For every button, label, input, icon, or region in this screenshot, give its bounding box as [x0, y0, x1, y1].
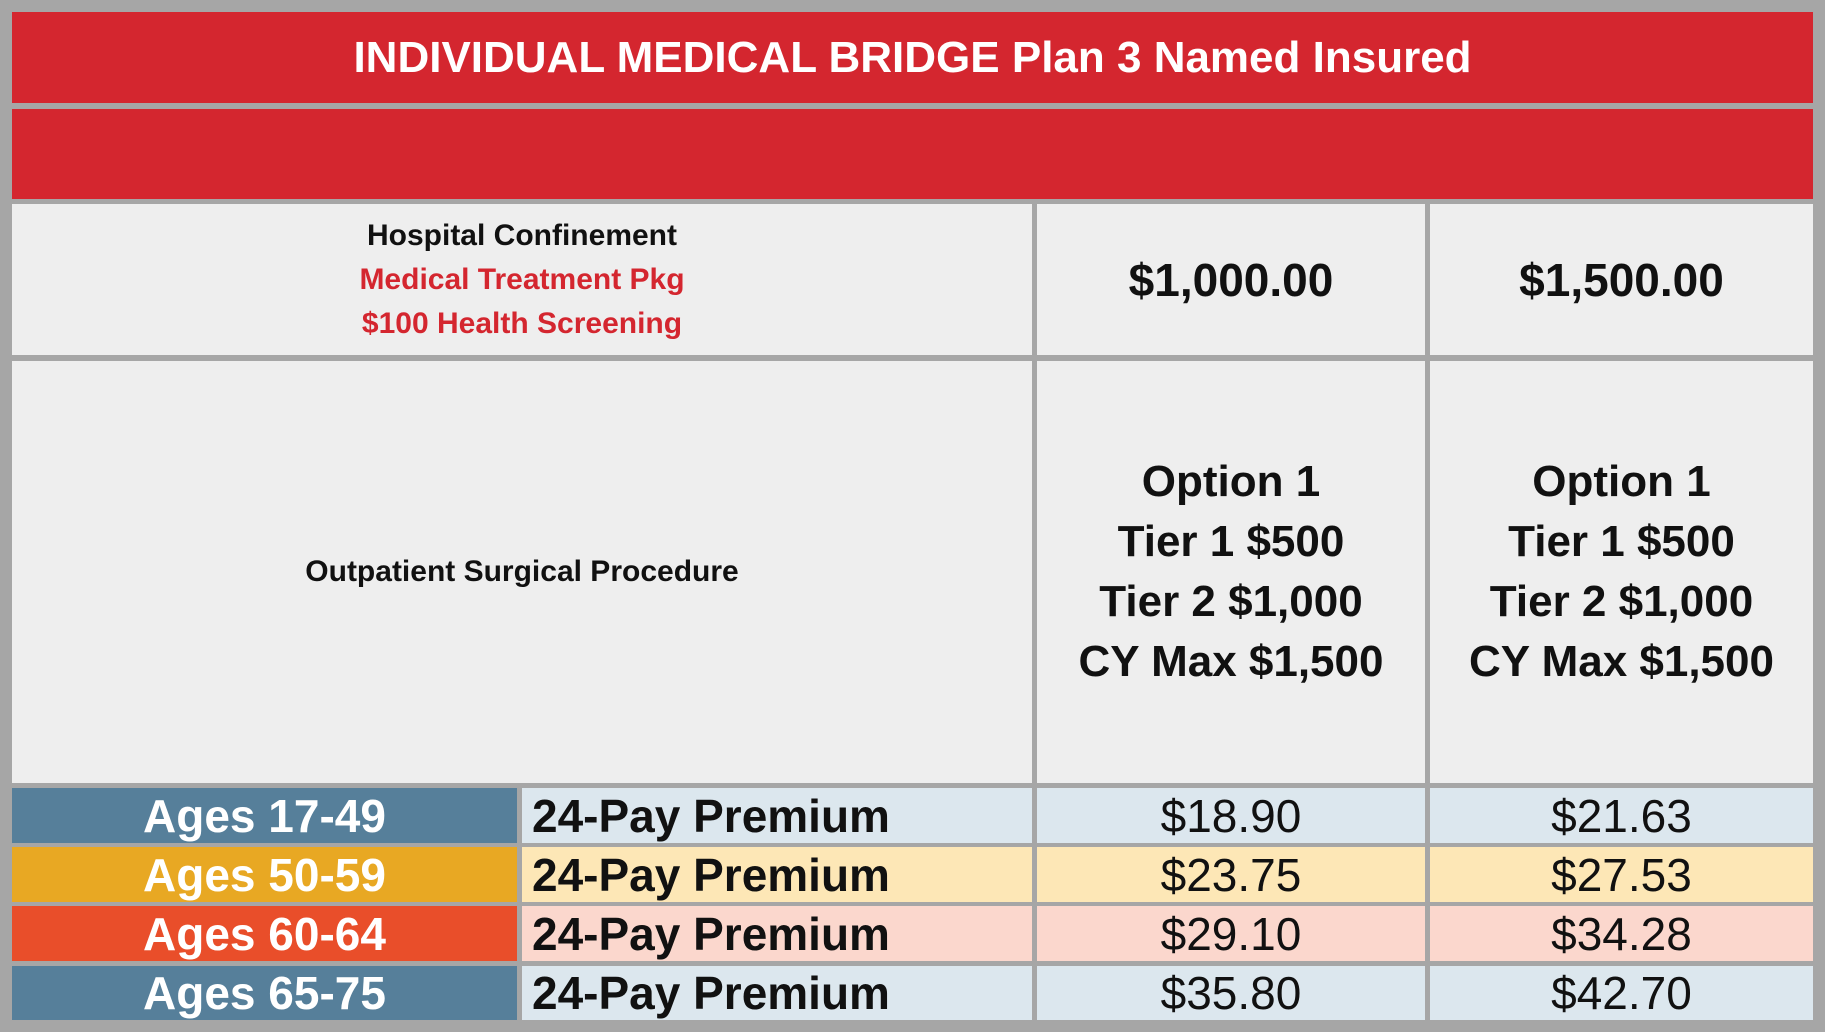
premium-price-1: $18.90: [1037, 788, 1425, 843]
benefits-label-cell: Hospital Confinement Medical Treatment P…: [12, 204, 1032, 355]
age-band-50-59: Ages 50-59: [12, 847, 517, 902]
outpatient-label: Outpatient Surgical Procedure: [12, 361, 1032, 783]
premium-label: 24-Pay Premium: [522, 788, 1032, 843]
premium-price-1: $23.75: [1037, 847, 1425, 902]
age-band-60-64: Ages 60-64: [12, 906, 517, 961]
option-line: Option 1: [1141, 457, 1321, 506]
premium-price-2: $34.28: [1430, 906, 1813, 961]
tier2-line: Tier 2 $1,000: [1099, 577, 1363, 626]
benefit-amount-1: $1,000.00: [1037, 204, 1425, 355]
premium-label: 24-Pay Premium: [522, 906, 1032, 961]
age-band-17-49: Ages 17-49: [12, 788, 517, 843]
premium-price-2: $42.70: [1430, 966, 1813, 1020]
outpatient-options-1: Option 1 Tier 1 $500 Tier 2 $1,000 CY Ma…: [1037, 361, 1425, 783]
cy-max-line: CY Max $1,500: [1469, 637, 1774, 686]
outpatient-options-2: Option 1 Tier 1 $500 Tier 2 $1,000 CY Ma…: [1430, 361, 1813, 783]
tier2-line: Tier 2 $1,000: [1489, 577, 1754, 626]
premium-price-2: $21.63: [1430, 788, 1813, 843]
table-title: INDIVIDUAL MEDICAL BRIDGE Plan 3 Named I…: [12, 12, 1813, 103]
premium-price-1: $35.80: [1037, 966, 1425, 1020]
hospital-confinement-label: Hospital Confinement: [366, 218, 677, 252]
option-line: Option 1: [1532, 457, 1711, 506]
health-screening-label: $100 Health Screening: [361, 306, 683, 340]
benefit-amount-2: $1,500.00: [1430, 204, 1813, 355]
age-band-65-75: Ages 65-75: [12, 966, 517, 1020]
tier1-line: Tier 1 $500: [1508, 517, 1735, 566]
cy-max-line: CY Max $1,500: [1078, 637, 1384, 686]
premium-label: 24-Pay Premium: [522, 847, 1032, 902]
medical-treatment-label: Medical Treatment Pkg: [359, 262, 685, 296]
title-band: [12, 109, 1813, 199]
premium-price-2: $27.53: [1430, 847, 1813, 902]
premium-label: 24-Pay Premium: [522, 966, 1032, 1020]
premium-price-1: $29.10: [1037, 906, 1425, 961]
tier1-line: Tier 1 $500: [1117, 517, 1345, 566]
